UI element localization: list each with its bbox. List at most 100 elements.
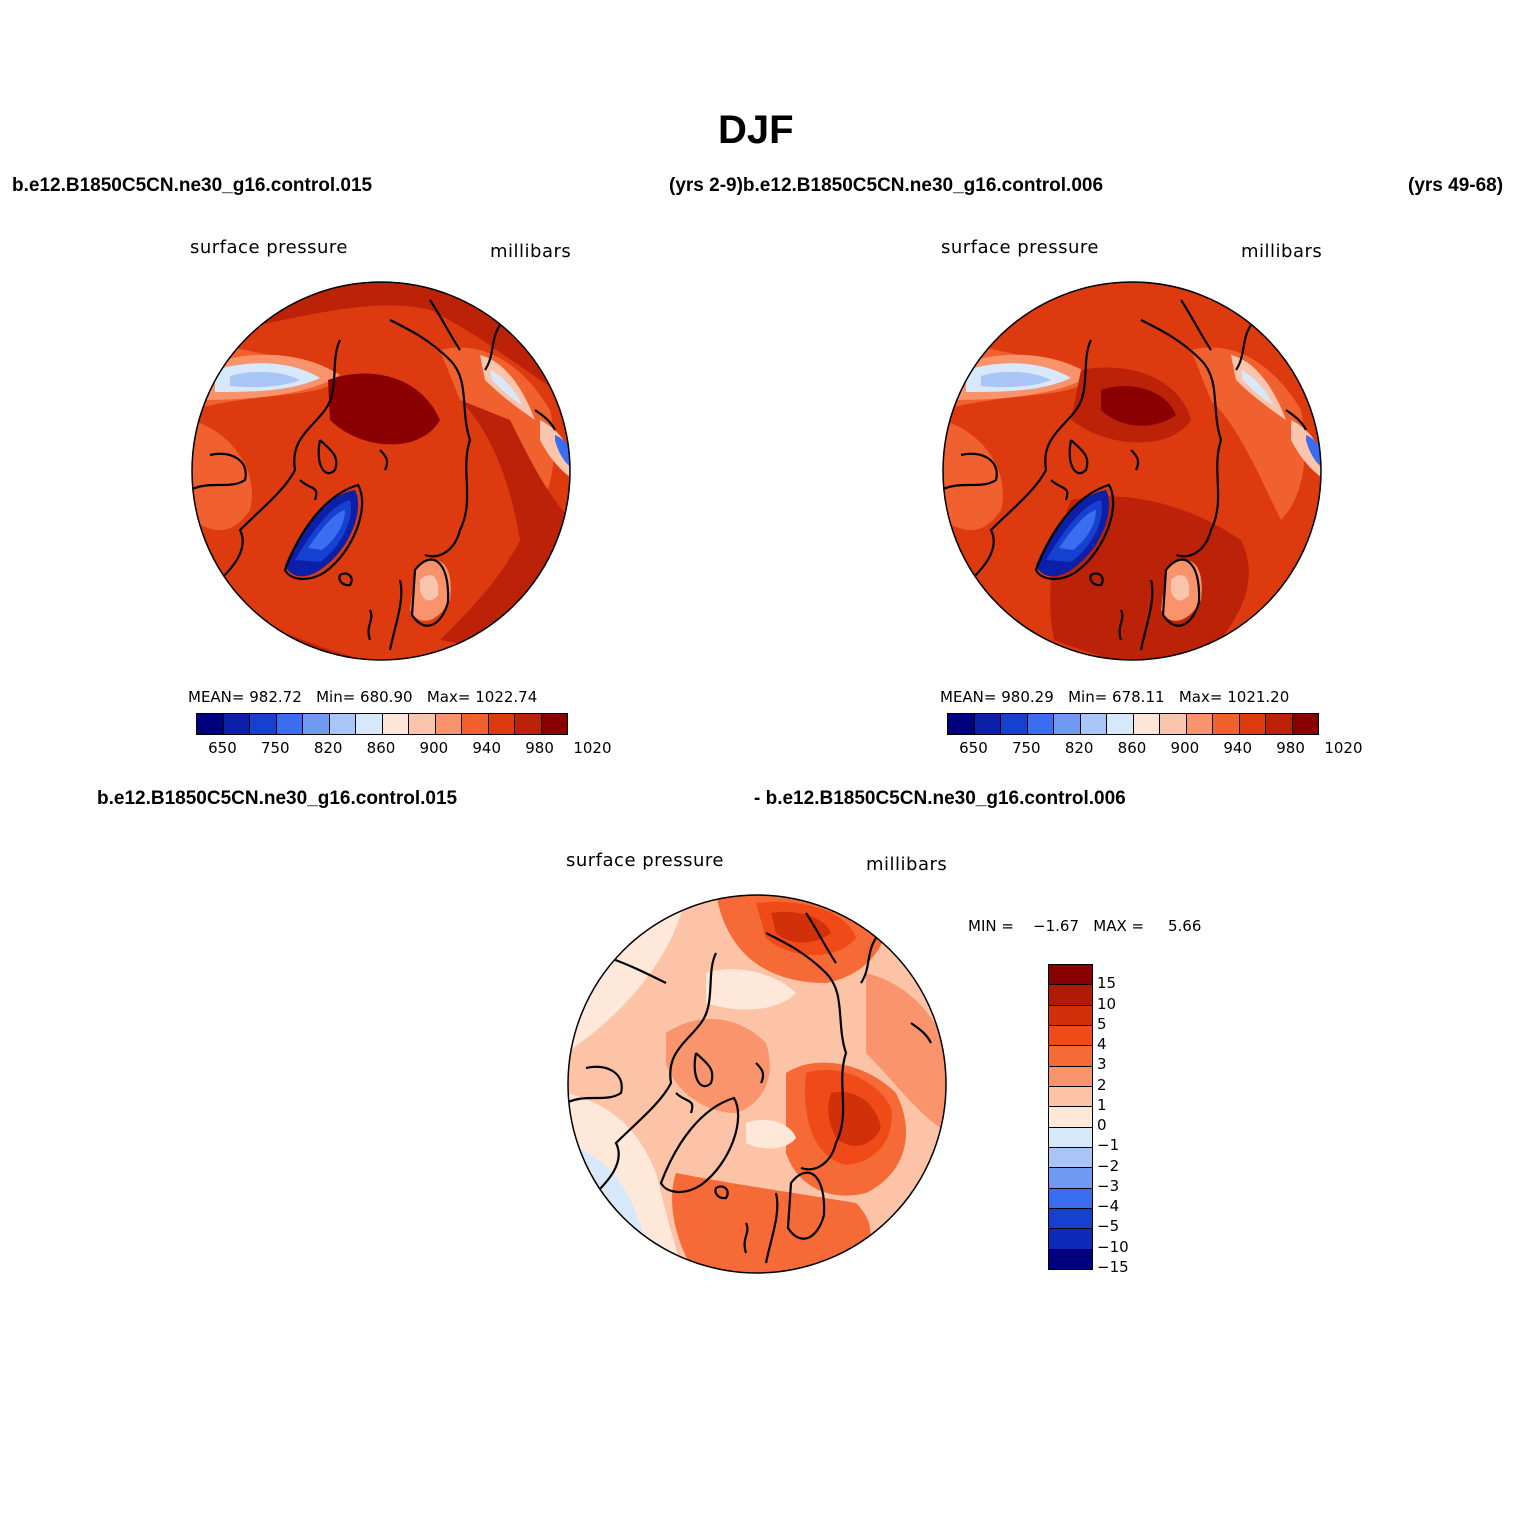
- diff-colorbar-swatch: [1049, 1147, 1092, 1169]
- diff-colorbar-label: 1: [1097, 1095, 1107, 1114]
- diff-variable: surface pressure: [566, 850, 724, 871]
- diff-min-value: −1.67: [1033, 917, 1079, 935]
- diff-colorbar-label: 2: [1097, 1075, 1107, 1094]
- diff-colorbar-label: −1: [1097, 1136, 1120, 1155]
- panel1-max-value: 1022.74: [475, 688, 538, 706]
- panel2-colorbar-label: 860: [1117, 739, 1147, 757]
- panel2-colorbar-swatch: [1107, 714, 1134, 734]
- diff-colorbar-label: 5: [1097, 1014, 1107, 1033]
- diff-colorbar-swatch: [1049, 1208, 1092, 1230]
- diff-colorbar-label: −2: [1097, 1156, 1120, 1175]
- panel1-variable: surface pressure: [190, 237, 348, 258]
- panel1-colorbar-swatch: [435, 714, 462, 734]
- panel2-colorbar-label: 820: [1064, 739, 1094, 757]
- panel1-colorbar: [196, 713, 568, 735]
- panel1-polar-map: [191, 281, 571, 661]
- diff-units: millibars: [866, 854, 948, 875]
- diff-min-label: MIN =: [968, 917, 1014, 935]
- panel1-colorbar-swatch: [488, 714, 515, 734]
- panel1-mean-label: MEAN=: [188, 688, 245, 706]
- diff-colorbar-label: −15: [1097, 1258, 1129, 1276]
- panel1-mean-value: 982.72: [249, 688, 302, 706]
- panel1-colorbar-swatch: [515, 714, 542, 734]
- diff-max-value: 5.66: [1167, 917, 1202, 935]
- panel1-colorbar-label: 860: [366, 739, 396, 757]
- diff-colorbar: [1048, 964, 1093, 1270]
- panel2-colorbar-swatch: [1213, 714, 1240, 734]
- panel1-colorbar-label: 650: [208, 739, 237, 757]
- panel2-colorbar-label: 750: [1011, 739, 1041, 757]
- panel1-colorbar-swatch: [223, 714, 250, 734]
- diff-colorbar-swatch: [1049, 1168, 1092, 1189]
- panel2-variable: surface pressure: [941, 237, 1099, 258]
- panel2-min-label: Min=: [1068, 688, 1108, 706]
- panel1-colorbar-label: 940: [472, 739, 502, 757]
- diff-colorbar-swatch: [1049, 1188, 1092, 1209]
- panel1-stats: MEAN= 982.72 Min= 680.90 Max= 1022.74: [188, 688, 537, 706]
- panel1-colorbar-swatch: [250, 714, 277, 734]
- diff-colorbar-swatch: [1049, 965, 1092, 986]
- diff-colorbar-swatch: [1049, 1249, 1092, 1269]
- panel1-colorbar-label: 1020: [573, 739, 612, 757]
- panel2-colorbar-swatch: [948, 714, 975, 734]
- panel1-colorbar-label: 980: [525, 739, 554, 757]
- panel1-colorbar-swatch: [409, 714, 436, 734]
- panel2-colorbar-swatch: [1133, 714, 1160, 734]
- panel2-colorbar-swatch: [1080, 714, 1107, 734]
- diff-colorbar-label: 10: [1097, 994, 1117, 1013]
- panel2-colorbar-swatch: [1001, 714, 1028, 734]
- panel2-mean-value: 980.29: [1001, 688, 1054, 706]
- panel1-units: millibars: [490, 241, 572, 262]
- panel1-colorbar-label: 820: [313, 739, 343, 757]
- panel1-min-value: 680.90: [360, 688, 413, 706]
- diff-max-label: MAX =: [1093, 917, 1145, 935]
- case-b-years-label: (yrs 49-68): [1408, 175, 1504, 196]
- diff-colorbar-swatch: [1049, 1107, 1092, 1128]
- panel1-min-label: Min=: [316, 688, 356, 706]
- panel1-colorbar-label: 750: [260, 739, 290, 757]
- panel1-colorbar-label: 900: [419, 739, 449, 757]
- panel2-stats: MEAN= 980.29 Min= 678.11 Max= 1021.20: [940, 688, 1289, 706]
- figure-title: DJF: [718, 108, 794, 152]
- diff-colorbar-swatch: [1049, 1066, 1092, 1087]
- diff-colorbar-swatch: [1049, 985, 1092, 1006]
- panel2-colorbar-label: 900: [1170, 739, 1200, 757]
- panel2-colorbar-swatch: [1054, 714, 1081, 734]
- panel2-colorbar-label: 650: [959, 739, 988, 757]
- diff-colorbar-swatch: [1049, 1025, 1092, 1047]
- diff-colorbar-label: −5: [1097, 1217, 1120, 1236]
- panel1-colorbar-swatch: [197, 714, 224, 734]
- panel1-colorbar-swatch: [276, 714, 303, 734]
- diff-colorbar-label: 0: [1097, 1116, 1107, 1135]
- case-b-label: (yrs 2-9)b.e12.B1850C5CN.ne30_g16.contro…: [669, 175, 1104, 196]
- panel2-colorbar: [947, 713, 1319, 735]
- diff-case-b-label: - b.e12.B1850C5CN.ne30_g16.control.006: [754, 788, 1126, 809]
- panel1-colorbar-swatch: [356, 714, 383, 734]
- panel1-colorbar-swatch: [462, 714, 489, 734]
- diff-polar-map: [567, 894, 947, 1274]
- panel2-colorbar-swatch: [1186, 714, 1213, 734]
- diff-colorbar-label: 15: [1097, 974, 1117, 993]
- panel1-colorbar-swatch: [329, 714, 356, 734]
- diff-colorbar-swatch: [1049, 1127, 1092, 1148]
- panel1-max-label: Max=: [426, 688, 471, 706]
- panel2-colorbar-swatch: [974, 714, 1001, 734]
- panel2-units: millibars: [1241, 241, 1323, 262]
- panel1-colorbar-swatch: [382, 714, 409, 734]
- panel2-colorbar-swatch: [1027, 714, 1054, 734]
- diff-colorbar-label: −3: [1097, 1176, 1120, 1195]
- diff-colorbar-swatch: [1049, 1229, 1092, 1250]
- panel2-max-value: 1021.20: [1227, 688, 1290, 706]
- panel1-colorbar-swatch: [541, 714, 567, 734]
- panel2-colorbar-swatch: [1292, 714, 1318, 734]
- diff-colorbar-swatch: [1049, 1005, 1092, 1026]
- panel2-colorbar-label: 980: [1276, 739, 1305, 757]
- panel2-max-label: Max=: [1178, 688, 1223, 706]
- panel2-colorbar-swatch: [1239, 714, 1266, 734]
- diff-colorbar-label: −4: [1097, 1197, 1120, 1216]
- case-a-label: b.e12.B1850C5CN.ne30_g16.control.015: [12, 175, 373, 196]
- diff-colorbar-label: 4: [1097, 1035, 1107, 1054]
- diff-colorbar-swatch: [1049, 1086, 1092, 1108]
- panel2-min-value: 678.11: [1112, 688, 1165, 706]
- diff-colorbar-label: −10: [1097, 1237, 1129, 1256]
